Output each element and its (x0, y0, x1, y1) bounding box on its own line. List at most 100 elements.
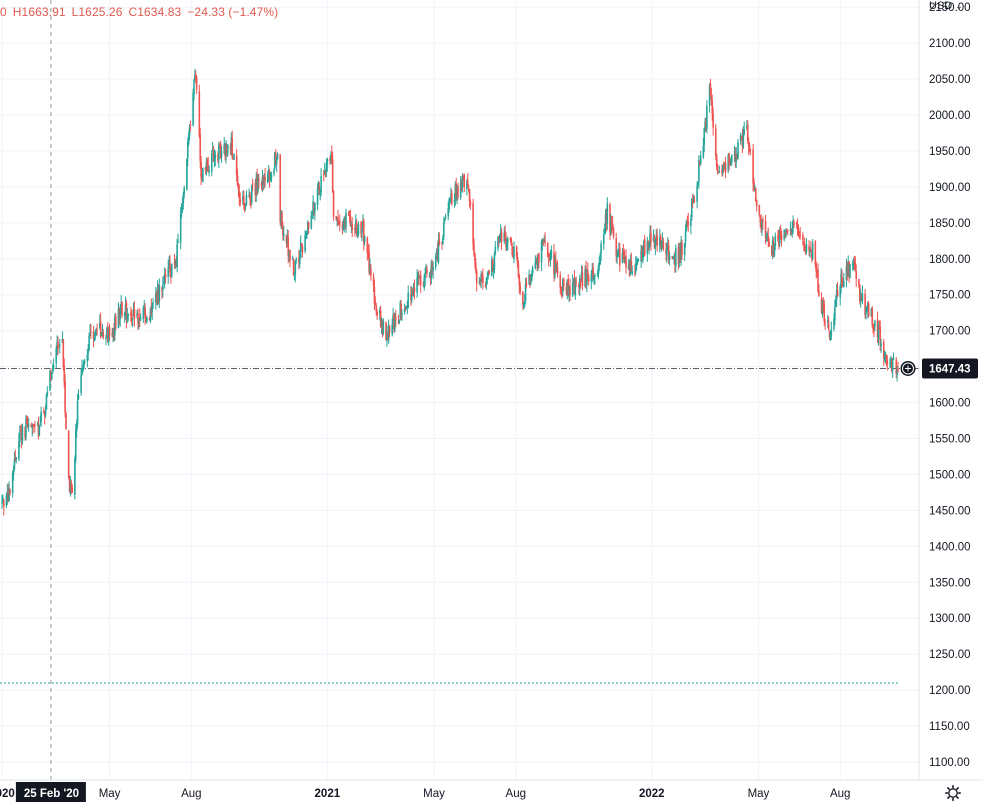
candle-body (642, 252, 644, 261)
time-tick-label: May (99, 788, 121, 800)
candle-body (182, 194, 185, 204)
candle-body (180, 208, 183, 214)
candle-body (337, 216, 339, 222)
candle-body (399, 302, 402, 319)
candle-body (236, 175, 239, 186)
candle-body (2, 498, 4, 502)
candlestick-series (1, 68, 899, 516)
candle-body (287, 236, 290, 256)
candle-body (665, 250, 667, 254)
candle-body (747, 141, 750, 147)
price-tick-label: 2050.00 (929, 74, 971, 86)
candle-body (494, 246, 497, 254)
candle-body (345, 212, 347, 227)
candle-body (748, 145, 751, 149)
candle-body (406, 307, 409, 309)
candle-body (114, 316, 117, 327)
candle-body (469, 202, 472, 206)
candle-body (699, 155, 702, 165)
candle-body (92, 331, 95, 339)
candle-body (653, 237, 656, 248)
candle-body (52, 364, 55, 370)
candle-body (418, 276, 420, 279)
candle-body (797, 228, 800, 231)
candle-body (163, 274, 166, 282)
candle-body (170, 270, 172, 276)
price-tick-label: 2100.00 (929, 38, 971, 50)
candle-body (562, 278, 565, 287)
candle-body (193, 79, 195, 95)
candle-body (698, 160, 701, 165)
candle-body (98, 322, 101, 329)
candle-body (685, 220, 688, 230)
candle-body (880, 343, 882, 347)
time-tick-label: Aug (506, 788, 526, 800)
candle-body (341, 224, 344, 229)
currency-selector[interactable]: USD ⌄ (929, 0, 963, 12)
candle-body (348, 213, 351, 215)
candle-body (434, 255, 437, 268)
candle-body (727, 155, 730, 171)
candle-body (285, 234, 288, 243)
time-axis[interactable]: 2020 May Aug 2021 May Aug 2022 May Aug (0, 779, 983, 800)
candle-body (417, 278, 419, 280)
candle-body (205, 161, 208, 169)
candle-body (530, 274, 533, 281)
candle-body (57, 341, 59, 349)
candle-body (21, 425, 24, 442)
candle-body (330, 153, 333, 160)
candle-body (724, 162, 727, 173)
candle-body (693, 200, 696, 202)
candle-body (737, 142, 739, 159)
price-tick-label: 1800.00 (929, 254, 971, 266)
price-axis[interactable]: 1100.00 1150.00 1200.00 1250.00 1300.00 1350.… (918, 0, 971, 780)
last-price-badge: 1647.43 (922, 358, 978, 379)
candle-body (27, 424, 30, 427)
candle-body (467, 187, 470, 191)
candle-body (44, 410, 47, 416)
candle-body (635, 261, 638, 265)
candle-body (891, 359, 894, 371)
candle-body (687, 221, 690, 226)
candle-body (379, 310, 382, 327)
candle-body (124, 304, 127, 313)
candle-body (842, 280, 845, 287)
candle-body (126, 315, 129, 320)
candle-body (361, 230, 363, 233)
candle-body (306, 222, 309, 231)
candle-body (101, 331, 104, 335)
candle-body (759, 215, 762, 223)
candle-body (692, 198, 695, 200)
plus-circle-icon[interactable] (900, 360, 916, 376)
candle-body (871, 308, 874, 326)
candle-body (722, 163, 725, 165)
candle-body (242, 195, 245, 205)
candle-body (742, 132, 745, 147)
candle-body (491, 260, 494, 272)
candle-body (708, 85, 711, 106)
candle-body (331, 159, 334, 192)
candle-body (535, 259, 538, 262)
candle-body (481, 274, 483, 278)
candle-body (325, 164, 328, 173)
candle-body (106, 328, 108, 336)
candle-body (194, 74, 196, 81)
candle-body (621, 253, 624, 264)
candle-body (372, 276, 375, 286)
candle-body (114, 316, 116, 336)
candle-body (777, 234, 779, 239)
candle-body (848, 261, 850, 278)
candle-body (186, 158, 188, 190)
gear-icon[interactable] (945, 785, 961, 801)
candle-body (823, 303, 826, 321)
candle-body (522, 292, 524, 305)
candle-body (866, 302, 869, 310)
candle-body (826, 320, 829, 323)
time-tick-label: Aug (830, 788, 850, 800)
candle-body (220, 151, 223, 157)
candle-body (244, 205, 247, 207)
candle-body (357, 223, 360, 235)
candle-body (816, 271, 818, 273)
candle-body (877, 324, 880, 340)
